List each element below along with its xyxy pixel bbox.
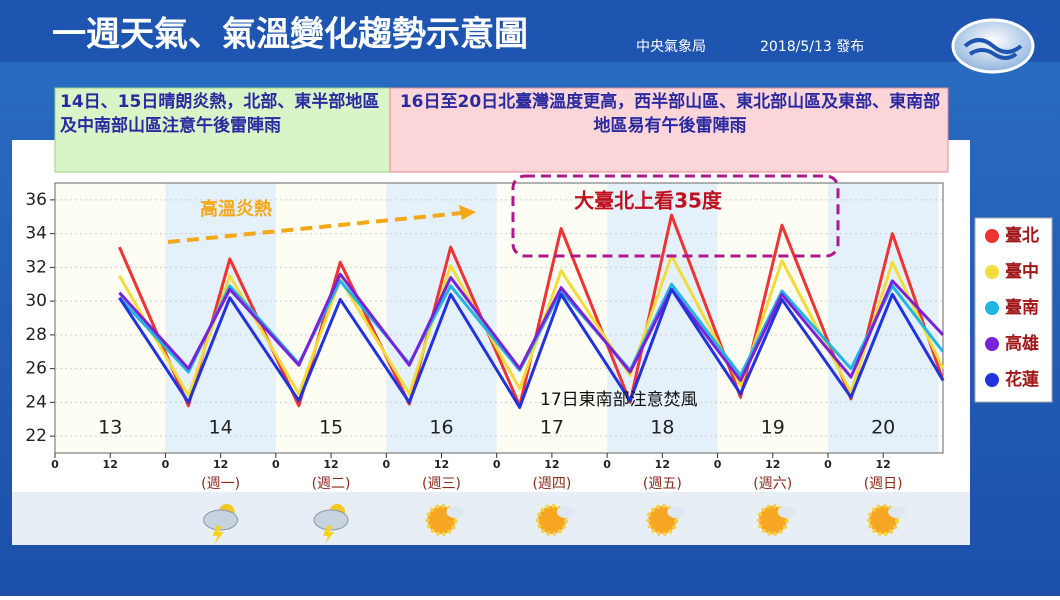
annotation: 17日東南部注意焚風 — [540, 390, 698, 410]
x-tick-label: 12 — [765, 458, 780, 471]
x-tick-label: 12 — [213, 458, 228, 471]
lightning-icon — [212, 526, 224, 544]
agency: 中央氣象局 — [636, 39, 706, 55]
day-label: 19 — [761, 417, 785, 439]
note-box — [389, 87, 949, 173]
x-tick-label: 0 — [162, 458, 170, 471]
x-tick-label: 12 — [434, 458, 449, 471]
weekday-label: (週三) — [422, 476, 461, 492]
legend-label: 臺南 — [1005, 297, 1039, 318]
legend-marker — [985, 337, 999, 351]
day-band — [55, 183, 166, 453]
legend-label: 臺中 — [1005, 261, 1039, 282]
header-band — [0, 0, 1060, 62]
cloud-icon — [888, 506, 907, 518]
weekday-label: (週五) — [643, 476, 682, 492]
trend-arrow — [167, 211, 463, 244]
weekday-label: (週日) — [864, 476, 903, 492]
cloud-icon — [313, 509, 349, 531]
y-tick-label: 22 — [25, 426, 47, 446]
x-tick-label: 0 — [382, 458, 390, 471]
weekday-label: (週六) — [753, 476, 792, 492]
legend-label: 高雄 — [1005, 333, 1039, 354]
y-tick-label: 36 — [25, 190, 47, 210]
cloud-icon — [446, 506, 465, 518]
annotation: 高溫炎熱 — [200, 198, 272, 220]
note-text: 16日至20日北臺灣溫度更高，西半部山區、東北部山區及東部、東南部地區易有午後雷… — [399, 92, 941, 136]
day-label: 14 — [209, 417, 233, 439]
x-tick-label: 12 — [544, 458, 559, 471]
note-2: 16日至20日北臺灣溫度更高，西半部山區、東北部山區及東部、東南部地區易有午後雷… — [399, 92, 941, 136]
y-tick-label: 30 — [25, 291, 47, 311]
highlight-box — [511, 174, 840, 258]
legend-label: 花蓮 — [1005, 369, 1039, 390]
x-tick-label: 0 — [603, 458, 611, 471]
x-tick-label: 0 — [493, 458, 501, 471]
date: 2018/5/13 發布 — [760, 39, 864, 55]
lightning-icon — [323, 526, 335, 544]
cloud-icon — [777, 506, 796, 518]
cloud-icon — [556, 506, 575, 518]
legend-marker — [985, 373, 999, 387]
x-tick-label: 0 — [272, 458, 280, 471]
x-tick-label: 12 — [103, 458, 118, 471]
y-tick-label: 28 — [25, 325, 47, 345]
series-line — [118, 287, 945, 409]
legend-label: 臺北 — [1005, 225, 1039, 246]
weekday-label: (週四) — [532, 476, 571, 492]
day-label: 18 — [650, 417, 674, 439]
y-tick-label: 24 — [25, 392, 47, 412]
weekday-label: (週一) — [201, 476, 240, 492]
x-tick-label: 0 — [714, 458, 722, 471]
day-label: 13 — [98, 417, 122, 439]
title: 一週天氣、氣溫變化趨勢示意圖 — [52, 15, 528, 55]
legend-marker — [985, 301, 999, 315]
x-tick-label: 12 — [655, 458, 670, 471]
logo-mark — [963, 38, 1023, 60]
day-label: 15 — [319, 417, 343, 439]
x-tick-label: 0 — [824, 458, 832, 471]
x-tick-label: 0 — [51, 458, 59, 471]
legend-marker — [985, 265, 999, 279]
x-tick-label: 12 — [876, 458, 891, 471]
plot-frame — [54, 182, 944, 454]
annotation: 大臺北上看35度 — [574, 189, 723, 213]
weekday-label: (週二) — [312, 476, 351, 492]
day-label: 17 — [540, 417, 564, 439]
y-tick-label: 26 — [25, 359, 47, 379]
cloud-icon — [667, 506, 686, 518]
weather-strip — [12, 492, 970, 545]
legend-marker — [985, 229, 999, 243]
note-1: 14日、15日晴朗炎熱，北部、東半部地區及中南部山區注意午後雷陣雨 — [60, 92, 380, 136]
day-label: 16 — [429, 417, 453, 439]
day-label: 20 — [871, 417, 895, 439]
y-tick-label: 32 — [25, 257, 47, 277]
y-tick-label: 34 — [25, 224, 47, 244]
x-tick-label: 12 — [323, 458, 338, 471]
cloud-icon — [203, 509, 239, 531]
note-text: 14日、15日晴朗炎熱，北部、東半部地區及中南部山區注意午後雷陣雨 — [60, 92, 380, 136]
arrow-head — [459, 205, 476, 220]
series-line — [118, 272, 945, 382]
